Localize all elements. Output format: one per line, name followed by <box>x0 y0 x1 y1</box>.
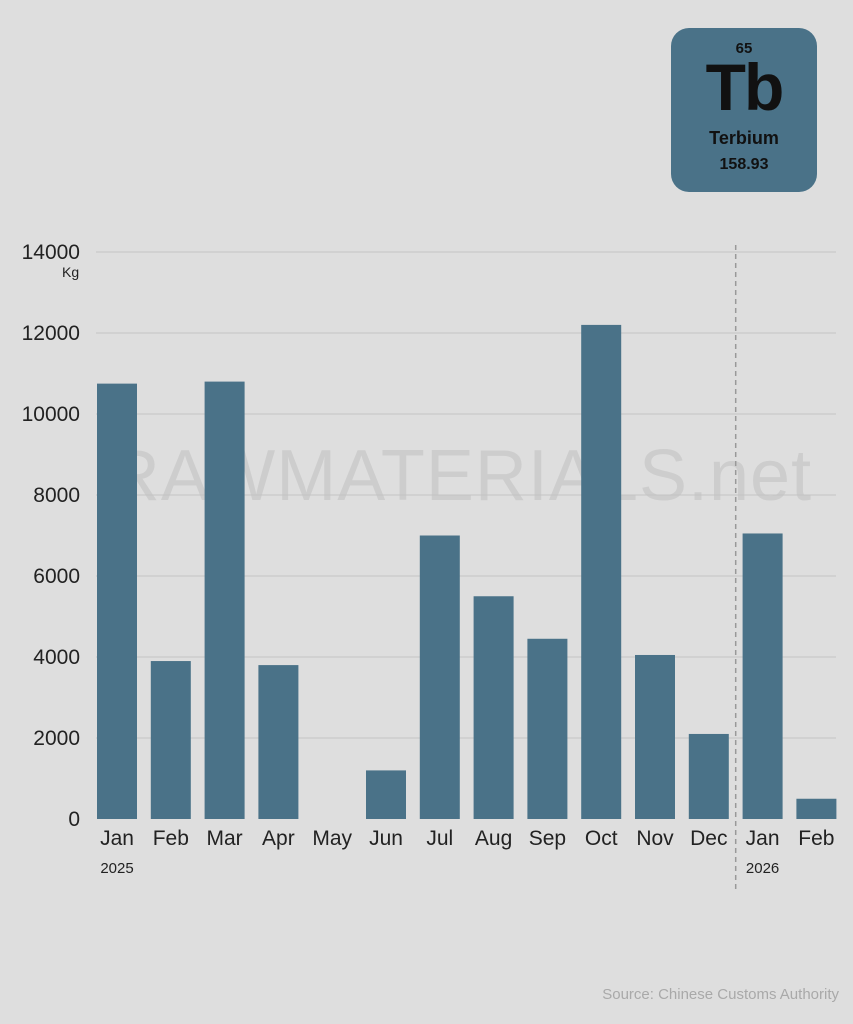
y-tick-label: 14000 <box>22 241 80 264</box>
bar-sep-8 <box>527 638 568 819</box>
bar-nov-10 <box>635 654 675 819</box>
y-axis-unit-label: Kg <box>62 264 79 280</box>
bar-feb-13 <box>796 798 837 819</box>
source-note: Source: Chinese Customs Authority <box>602 986 839 1003</box>
year-label: 2025 <box>100 860 133 877</box>
bar-feb-1 <box>150 661 191 819</box>
x-tick-label: Jul <box>426 827 453 850</box>
x-tick-label: Jun <box>369 827 403 850</box>
x-tick-label: Feb <box>798 827 834 850</box>
bar-jan-12 <box>742 533 783 819</box>
year-label: 2026 <box>746 860 779 877</box>
x-tick-label: Mar <box>207 827 243 850</box>
y-tick-label: 4000 <box>33 646 80 669</box>
bar-dec-11 <box>688 733 729 819</box>
bar-jan-0 <box>97 383 137 819</box>
bar-mar-2 <box>204 381 245 819</box>
bars <box>97 324 837 819</box>
x-tick-label: Nov <box>636 827 674 850</box>
x-tick-label: Jan <box>100 827 134 850</box>
x-tick-label: Dec <box>690 827 727 850</box>
x-tick-label: Apr <box>262 827 295 850</box>
x-tick-label: Jan <box>746 827 780 850</box>
x-tick-label: Feb <box>153 827 189 850</box>
y-axis-ticks: 0 2000 4000 6000 8000 10000 12000 14000 <box>22 241 80 831</box>
element-card: 65 Tb Terbium 158.93 <box>671 28 817 192</box>
x-axis-labels: Jan Feb Mar Apr May Jun Jul Aug Sep Oct Nov Dec Jan F… <box>100 827 834 850</box>
y-tick-label: 6000 <box>33 565 80 588</box>
bar-jul-6 <box>419 535 460 819</box>
bar-aug-7 <box>473 596 514 819</box>
y-tick-label: 12000 <box>22 322 80 345</box>
y-tick-label: 8000 <box>33 484 80 507</box>
bar-apr-3 <box>258 665 299 819</box>
bar-jun-5 <box>366 770 406 819</box>
atomic-mass: 158.93 <box>719 156 769 173</box>
bar-oct-9 <box>581 324 622 819</box>
element-name: Terbium <box>709 128 779 148</box>
y-tick-label: 2000 <box>33 727 80 750</box>
year-labels: 2025 2026 <box>100 860 779 877</box>
y-tick-label: 0 <box>68 808 80 831</box>
x-tick-label: May <box>312 827 352 850</box>
x-tick-label: Aug <box>475 827 512 850</box>
element-symbol: Tb <box>705 50 785 124</box>
y-tick-label: 10000 <box>22 403 80 426</box>
atomic-number: 65 <box>735 40 753 57</box>
x-tick-label: Oct <box>585 827 618 850</box>
x-tick-label: Sep <box>529 827 566 850</box>
